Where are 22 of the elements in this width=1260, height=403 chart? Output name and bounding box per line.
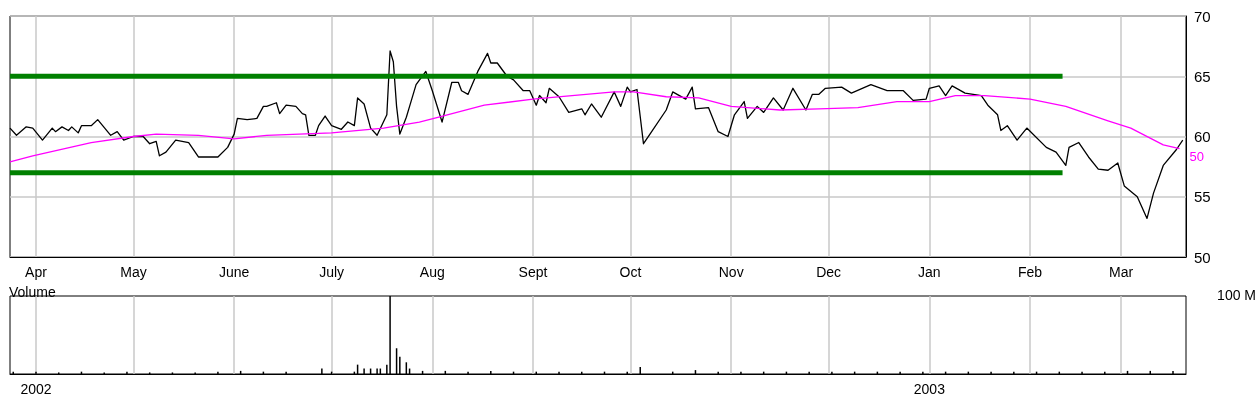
x-tick-label: Oct xyxy=(619,264,642,280)
y-tick-label: 65 xyxy=(1194,67,1211,85)
x-tick-label: Feb xyxy=(1018,264,1043,280)
chart-title: Volume xyxy=(9,284,56,300)
x-tick-label: Dec xyxy=(816,264,842,280)
y-tick-label: 50 xyxy=(1194,248,1211,266)
text: 100 M xyxy=(1217,287,1257,303)
line-series xyxy=(9,91,1181,163)
x-tick-label: Apr xyxy=(25,264,48,280)
y-tick-label: 60 xyxy=(1194,128,1211,145)
x-tick-label: Aug xyxy=(419,264,445,280)
x-tick-label: Jan xyxy=(918,264,941,280)
x-tick-label: May xyxy=(120,264,147,280)
x-tick-label: Nov xyxy=(718,264,744,280)
x-tick-label: 2003 xyxy=(913,381,946,397)
y-tick-label: 70 xyxy=(1194,7,1211,25)
x-tick-label: Mar xyxy=(1108,264,1134,280)
x-tick-label: June xyxy=(218,264,250,280)
x-tick-label: 2002 xyxy=(20,381,52,397)
x-tick-label: Sept xyxy=(518,264,548,280)
y-tick-label: 55 xyxy=(1194,188,1211,206)
x-tick-label: July xyxy=(319,264,345,280)
